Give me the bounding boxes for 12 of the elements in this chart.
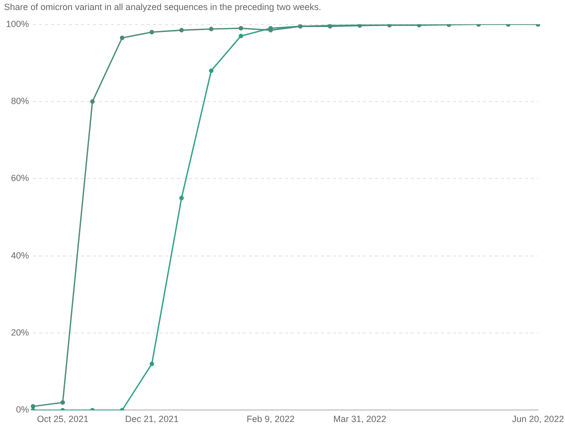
y-tick-label: 20% (11, 328, 30, 338)
y-tick-label: 100% (6, 18, 30, 29)
y-tick-label: 80% (11, 96, 30, 106)
x-tick-label: Oct 25, 2021 (36, 414, 88, 424)
y-tick-label: 0% (16, 404, 30, 415)
y-tick-label: 40% (11, 250, 30, 260)
x-tick-label: Jun 20, 2022 (512, 414, 564, 424)
y-tick-label: 60% (11, 173, 30, 184)
x-tick-label: Dec 21, 2021 (125, 414, 179, 424)
x-tick-label: Feb 9, 2022 (246, 414, 295, 424)
x-tick-label: Mar 31, 2022 (333, 414, 386, 424)
chart-subtitle: Share of omicron variant in all analyzed sequences in the preceding two weeks. (3, 1, 322, 14)
